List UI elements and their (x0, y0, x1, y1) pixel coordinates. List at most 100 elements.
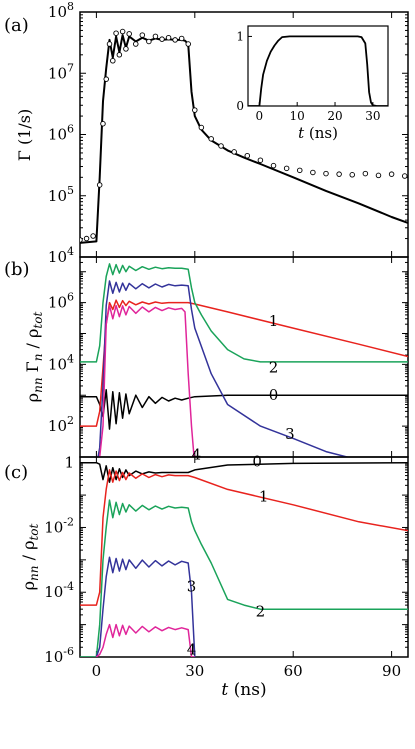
panel-c-series-1 (80, 469, 408, 606)
panel-c-series-3 (95, 556, 196, 657)
panel-c-series-4 (95, 623, 195, 657)
panel-a-data-point (80, 237, 83, 243)
panel-b: (b) ρnn Γn / ρtot 102 104 106 0 1 2 3 4 (4, 256, 409, 464)
panel-a-theory-line (80, 34, 408, 244)
inset-xtick-label: 0 (256, 109, 264, 123)
panel-a-data-point (310, 169, 316, 176)
panel-a-data-point (113, 30, 119, 36)
panel-c-curve-label: 3 (187, 578, 197, 596)
panel-a-data-point (231, 149, 237, 155)
panel-a-ytick-label: 108 (48, 0, 74, 21)
panel-b-y-axis-label: ρnn Γn / ρtot (23, 312, 45, 403)
panel-a-data-point (96, 182, 103, 188)
panel-a-data-point (297, 167, 303, 174)
panel-c-ytick-label: 10-6 (44, 645, 74, 666)
panel-c-xtick-label: 90 (382, 662, 401, 680)
panel-c-xtick-label: 30 (185, 662, 204, 680)
inset-xtick-label: 10 (290, 109, 305, 123)
panel-c-series-2 (80, 499, 408, 657)
panel-a-data-point (146, 38, 152, 45)
panel-b-series-4 (98, 304, 195, 457)
panel-c-curve-label: 2 (256, 603, 266, 621)
panel-a-y-axis-label: Γ (1/s) (15, 109, 34, 161)
panel-a-data-point (133, 41, 139, 47)
panel-c-y-axis-label: ρnn / ρtot (19, 523, 41, 590)
panel-b-frame (79, 256, 409, 458)
panel-b-series-3 (97, 280, 351, 457)
inset-xtick-label: 20 (327, 109, 342, 123)
panel-a-data-point (375, 172, 382, 179)
panel-b-series-0 (80, 389, 408, 430)
panel-a-data-point (336, 171, 342, 177)
panel-c-curve-label: 0 (252, 452, 262, 470)
panel-b-curve-label: 4 (192, 446, 202, 464)
panel-b-series-1 (80, 299, 408, 427)
panel-c-ytick-label: 10-4 (44, 580, 74, 601)
panel-a-data-point (283, 165, 290, 172)
panel-a-data-point (244, 152, 251, 159)
panel-a-ytick-label: 106 (48, 123, 74, 144)
panel-b-label: (b) (4, 259, 30, 280)
panel-a-data-point (178, 35, 185, 42)
inset-chart: 0 10 20 30 0 1 t (ns) (236, 25, 389, 142)
panel-b-ytick-label: 102 (48, 414, 74, 435)
inset-xtick-label: 30 (365, 109, 380, 123)
panel-a-data-point (165, 34, 172, 41)
panel-a-data-point (218, 143, 224, 149)
panel-a-data-point (172, 37, 178, 43)
panel-a-data-point (100, 120, 106, 127)
panel-b-curve-label: 0 (269, 386, 279, 404)
panel-a-label: (a) (4, 15, 29, 36)
panel-c-xtick-label: 0 (92, 662, 102, 680)
inset-x-axis-label: t (ns) (298, 124, 338, 142)
panel-a-ytick-label: 104 (48, 245, 74, 266)
panel-a-data-point (119, 28, 126, 35)
panel-a-ytick-label: 105 (48, 184, 74, 205)
panel-c-ytick-label: 1 (64, 454, 74, 472)
panel-a-ytick-label: 107 (48, 61, 74, 82)
panel-a-data-point (139, 32, 146, 38)
panel-a-data-point (116, 52, 123, 58)
panel-b-series-2 (80, 263, 408, 363)
panel-a-data-point (159, 36, 165, 42)
panel-a-data-point (257, 157, 264, 163)
panel-c-curve-label: 1 (259, 488, 269, 506)
panel-a-data-point (110, 57, 116, 64)
inset-pulse-line (248, 35, 388, 106)
panel-a-data-point (208, 136, 214, 142)
panel-c-frame (79, 456, 409, 658)
panel-a-data-point (106, 41, 113, 47)
inset-ytick-label: 0 (236, 99, 244, 113)
panel-c-ytick-label: 10-2 (44, 515, 74, 536)
panel-b-curve-label: 3 (285, 425, 295, 443)
panel-a-data-point (152, 33, 159, 40)
panel-a-data-point (103, 76, 109, 82)
panel-b-curve-label: 2 (269, 358, 279, 376)
panel-a-data-point (323, 170, 329, 177)
panel-a-data-point (388, 171, 395, 177)
panel-c: (c) ρnn / ρtot 1 10-2 10-4 10-6 0 30 60 90 0 1 2 3… (4, 452, 409, 700)
panel-c-label: (c) (4, 462, 28, 483)
panel-a-data-point (90, 233, 96, 239)
panel-a-data-point (198, 124, 205, 131)
panel-a-data-point (401, 173, 408, 179)
panel-b-ytick-label: 104 (48, 352, 74, 373)
panel-a-data-point (123, 46, 129, 52)
panel-c-xtick-label: 60 (284, 662, 303, 680)
panel-b-curve-label: 1 (269, 312, 279, 330)
panel-a-data-point (270, 162, 277, 169)
inset-frame (247, 25, 389, 107)
panel-a-data-point (126, 31, 132, 37)
panel-a-data-point (185, 41, 191, 47)
panel-c-series-0 (80, 461, 408, 483)
panel-a: (a) Γ (1/s) 104 105 106 107 108 0 10 20 30 0 1 t … (4, 0, 409, 266)
panel-a-data-point (83, 235, 90, 242)
panel-a-data-point (362, 170, 369, 177)
panel-a-data-point (192, 107, 198, 113)
inset-ytick-label: 1 (236, 29, 244, 43)
panel-a-data-point (349, 172, 355, 178)
panel-c-curve-label: 4 (187, 641, 197, 659)
panel-b-ytick-label: 106 (48, 291, 74, 312)
x-axis-label: t (ns) (221, 680, 266, 700)
